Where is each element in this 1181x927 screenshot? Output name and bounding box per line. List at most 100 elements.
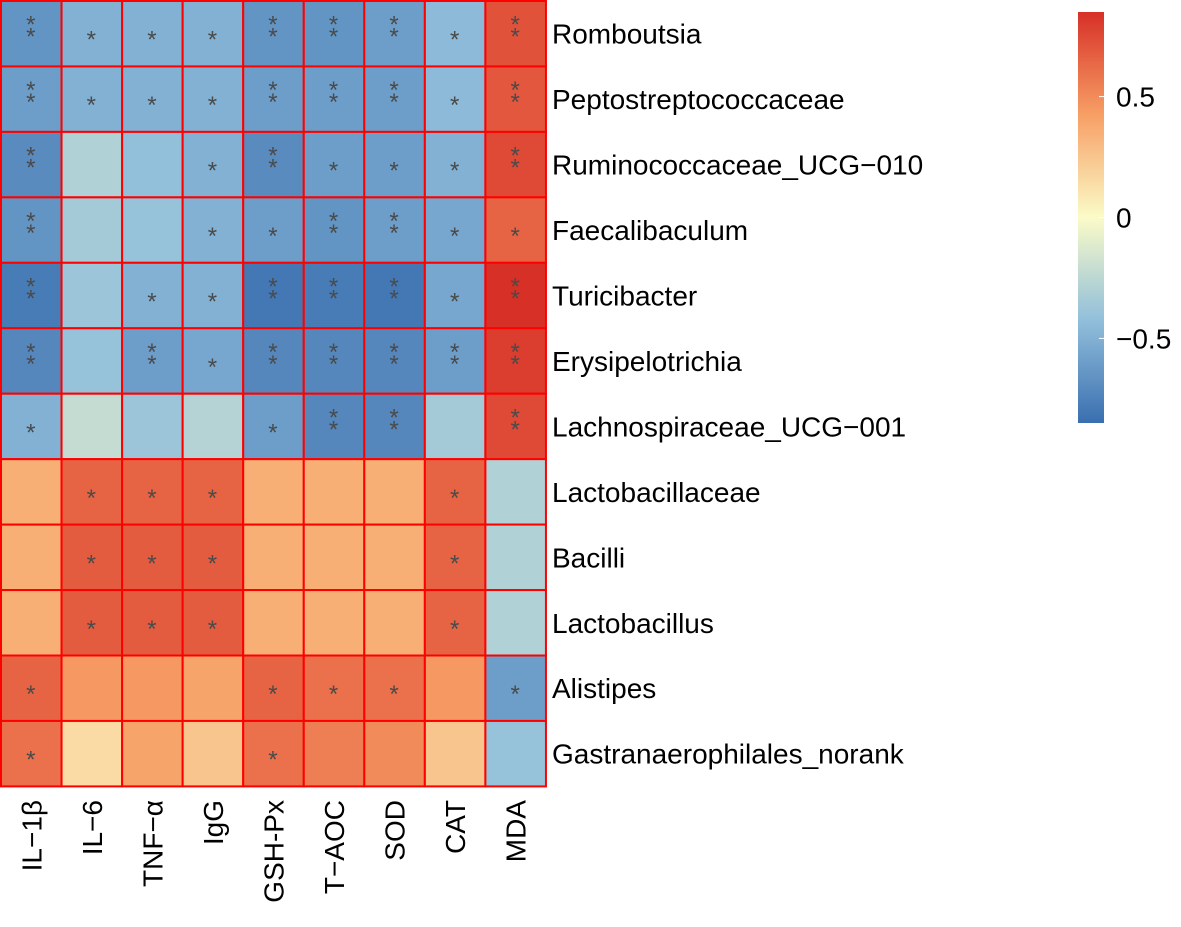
heatmap-cell <box>423 523 487 592</box>
significance-star: * <box>329 12 338 39</box>
significance-star: * <box>511 89 520 116</box>
color-legend: 0.5 0 −0.5 <box>1078 12 1171 423</box>
significance-star: * <box>389 416 398 443</box>
significance-star: * <box>329 77 338 104</box>
heatmap-cell <box>363 589 426 657</box>
heatmap-cell <box>60 458 124 526</box>
significance-star: * <box>268 155 277 182</box>
significance-star: * <box>268 351 277 378</box>
heatmap-cells <box>0 0 547 788</box>
heatmap-cell <box>363 327 426 395</box>
heatmap-cell <box>242 261 305 330</box>
heatmap-cell <box>363 719 426 788</box>
row-label: Gastranaerophilales_norank <box>552 739 905 770</box>
heatmap-cell <box>302 654 366 722</box>
heatmap-cell <box>181 196 245 264</box>
heatmap-cell <box>242 589 305 657</box>
significance-star: * <box>511 416 520 443</box>
heatmap-cell <box>484 65 547 133</box>
significance-star: * <box>329 208 338 235</box>
row-label: Turicibacter <box>552 281 697 312</box>
significance-star: * <box>511 404 520 431</box>
heatmap-cell <box>242 65 305 133</box>
significance-star: * <box>26 274 35 301</box>
significance-star: * <box>208 92 217 119</box>
legend-tick-label: 0.5 <box>1116 82 1155 113</box>
heatmap-cell <box>302 0 366 68</box>
heatmap-cell <box>0 0 63 68</box>
significance-star: * <box>268 143 277 170</box>
significance-star: * <box>208 289 217 316</box>
significance-star: * <box>26 419 35 446</box>
row-label: Faecalibaculum <box>552 215 748 246</box>
heatmap-cell <box>181 654 245 722</box>
significance-star: * <box>26 155 35 182</box>
significance-star: * <box>450 92 459 119</box>
significance-star: * <box>208 485 217 512</box>
significance-star: * <box>147 351 156 378</box>
significance-star: * <box>450 27 459 54</box>
column-label: GSH-Px <box>258 800 289 903</box>
heatmap-cell <box>121 458 184 526</box>
heatmap-cell <box>363 523 426 592</box>
heatmap-cell <box>121 196 184 264</box>
significance-star: * <box>26 12 35 39</box>
significance-star: * <box>389 158 398 185</box>
heatmap-cell <box>121 65 184 133</box>
heatmap-cell <box>0 65 63 133</box>
significance-star: * <box>268 286 277 313</box>
column-label: IL−6 <box>77 800 108 855</box>
heatmap-cell <box>423 719 487 788</box>
heatmap-cell <box>423 654 487 722</box>
significance-star: * <box>511 286 520 313</box>
significance-star: * <box>268 77 277 104</box>
significance-star: * <box>26 747 35 774</box>
heatmap-cell <box>0 589 63 657</box>
significance-star: * <box>450 550 459 577</box>
row-label: Lactobacillaceae <box>552 477 761 508</box>
significance-star: * <box>450 289 459 316</box>
significance-star: * <box>329 351 338 378</box>
significance-star: * <box>26 681 35 708</box>
significance-star: * <box>26 286 35 313</box>
heatmap-cell <box>423 196 487 264</box>
heatmap-cell <box>121 654 184 722</box>
heatmap-cell <box>242 392 305 461</box>
heatmap-cell <box>484 458 547 526</box>
heatmap-cell <box>121 130 184 199</box>
heatmap-cell <box>242 719 305 788</box>
significance-star: * <box>389 220 398 247</box>
significance-star: * <box>450 223 459 250</box>
significance-star: * <box>208 223 217 250</box>
significance-star: * <box>268 339 277 366</box>
heatmap-cell <box>181 719 245 788</box>
row-labels: Romboutsia Peptostreptococcaceae Ruminococ… <box>552 19 923 770</box>
heatmap-cell <box>60 327 124 395</box>
significance-star: * <box>329 404 338 431</box>
significance-star: * <box>389 681 398 708</box>
significance-star: * <box>26 24 35 51</box>
column-label: SOD <box>380 800 411 861</box>
significance-star: * <box>87 550 96 577</box>
heatmap-cell <box>242 130 305 199</box>
significance-star: * <box>329 89 338 116</box>
heatmap-cell <box>60 654 124 722</box>
heatmap-cell <box>302 392 366 461</box>
heatmap-cell <box>60 392 124 461</box>
significance-star: * <box>268 419 277 446</box>
significance-star: * <box>329 158 338 185</box>
significance-star: * <box>268 223 277 250</box>
significance-star: * <box>268 12 277 39</box>
significance-star: * <box>389 339 398 366</box>
significance-star: * <box>268 274 277 301</box>
column-label: CAT <box>440 800 471 854</box>
row-label: Romboutsia <box>552 19 702 50</box>
heatmap-cell <box>302 196 366 264</box>
heatmap-cell <box>302 458 366 526</box>
heatmap-cell <box>0 392 63 461</box>
significance-star: * <box>26 351 35 378</box>
significance-star: * <box>329 681 338 708</box>
significance-star: * <box>511 351 520 378</box>
heatmap-cell <box>0 130 63 199</box>
significance-star: * <box>389 404 398 431</box>
